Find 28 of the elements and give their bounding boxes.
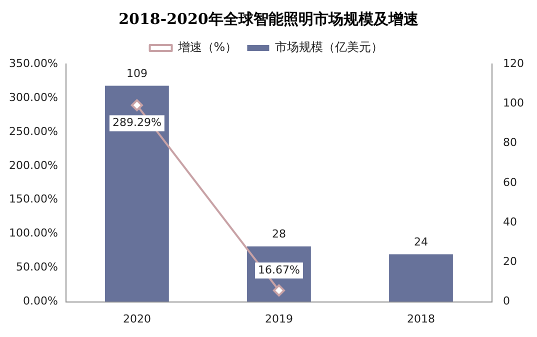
y2-tick-label: 60 [503,176,518,189]
x-tick-label: 2018 [406,312,435,326]
bar [104,86,169,302]
y2-tick-label: 40 [503,215,518,228]
y2-tick-label: 100 [503,96,524,110]
y2-tick-label: 0 [503,294,510,308]
data-label: 28 [272,228,286,241]
y-tick-label: 250.00% [8,124,58,138]
bar [389,254,453,302]
data-label: 24 [414,236,428,249]
legend-label: 市场规模（亿美元） [275,40,384,54]
y2-tick-label: 120 [503,56,524,70]
chart-title: 2018-2020年全球智能照明市场规模及增速 [118,9,420,30]
y2-tick-label: 80 [503,136,518,150]
y-tick-label: 200.00% [8,158,58,172]
y-tick-label: 350.00% [8,56,58,70]
y-tick-label: 0.00% [22,294,58,308]
data-label: 16.67% [258,263,300,276]
y-tick-label: 100.00% [8,226,58,240]
x-tick-label: 2019 [264,312,293,326]
y-tick-label: 150.00% [8,192,58,206]
x-tick-label: 2020 [122,312,151,326]
y-tick-label: 50.00% [16,260,58,274]
data-label: 289.29% [112,116,162,130]
y-tick-label: 300.00% [8,90,58,104]
legend-label: 增速（%） [176,40,238,54]
data-label: 109 [126,67,148,80]
y2-tick-label: 20 [503,255,518,268]
